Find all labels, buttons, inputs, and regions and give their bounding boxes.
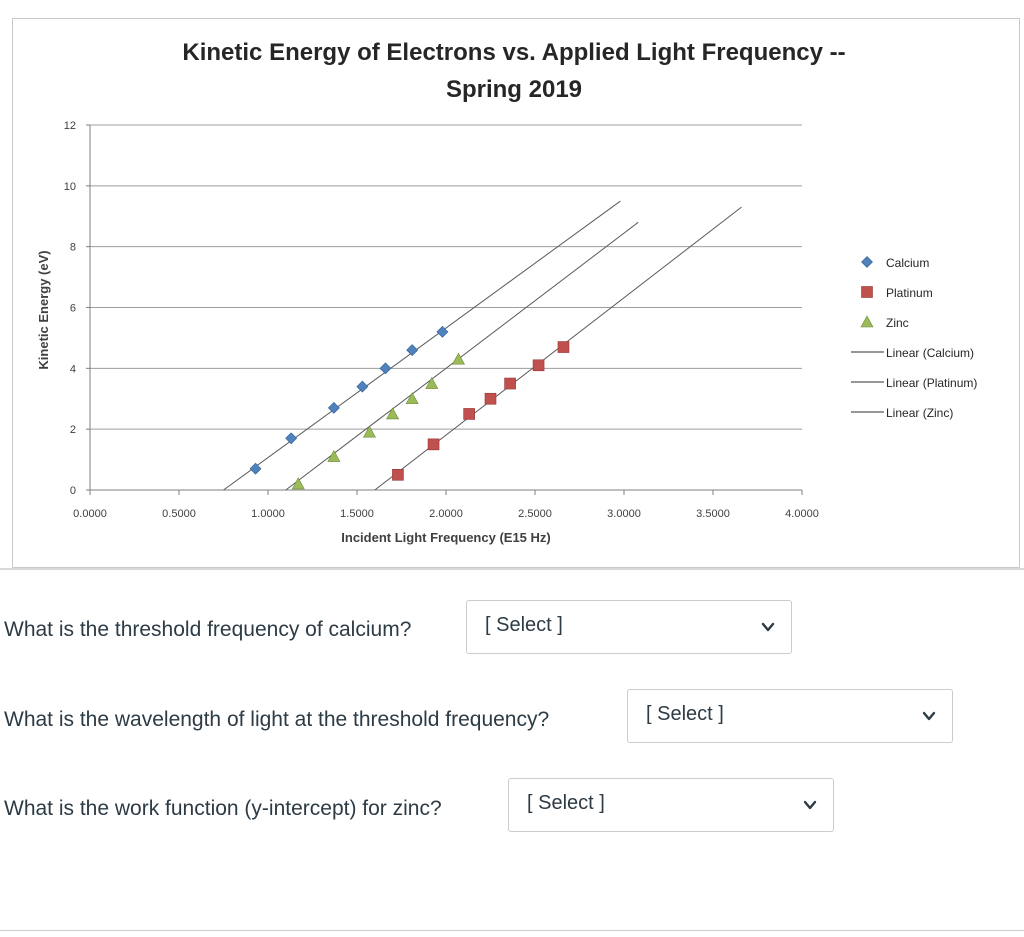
legend-marker: [861, 286, 873, 298]
legend-label: Linear (Zinc): [886, 406, 953, 420]
chevron-down-icon: [922, 711, 936, 721]
zinc-point: [362, 425, 376, 438]
zinc-point: [291, 477, 305, 490]
calcium-point: [356, 380, 369, 393]
zinc-point: [405, 392, 419, 405]
legend: Calcium Platinum Zinc Linear (Calcium) Linea…: [851, 256, 977, 420]
x-tick-label: 0.5000: [162, 508, 196, 520]
x-tick-label: 2.5000: [518, 508, 552, 520]
x-tick-label: 1.5000: [340, 508, 374, 520]
question-1-text: What is the threshold frequency of calci…: [4, 618, 412, 641]
data-points: [249, 325, 570, 490]
x-tick-label: 3.5000: [696, 508, 730, 520]
chart-frame: [12, 18, 1020, 568]
threshold-frequency-select[interactable]: [ Select ]: [466, 600, 792, 654]
y-axis-title: Kinetic Energy (eV): [36, 250, 51, 369]
calcium-point: [406, 344, 419, 357]
platinum-point: [557, 341, 570, 353]
axes: 0 2 4 6 8 10 12 0.0000 0.5000 1.0000 1.5000 2.0000 2…: [64, 120, 819, 520]
y-tick-label: 12: [64, 120, 76, 132]
y-tick-label: 2: [70, 424, 76, 436]
zinc-point: [451, 352, 465, 365]
x-tick-label: 4.0000: [785, 508, 819, 520]
gridlines: [90, 124, 802, 430]
x-tick-label: 1.0000: [251, 508, 285, 520]
chevron-down-icon: [803, 800, 817, 810]
legend-label: Linear (Calcium): [886, 346, 974, 360]
y-tick-label: 0: [70, 485, 76, 497]
calcium-point: [327, 401, 340, 414]
platinum-point: [392, 468, 404, 481]
chart-subtitle: Spring 2019: [446, 76, 582, 103]
trendline: [285, 221, 639, 491]
calcium-point: [379, 362, 392, 375]
x-tick-label: 2.0000: [429, 508, 463, 520]
chart: Kinetic Energy of Electrons vs. Applied …: [36, 39, 977, 545]
x-tick-label: 3.0000: [607, 508, 641, 520]
question-2-text: What is the wavelength of light at the t…: [4, 708, 550, 731]
bottom-divider: [0, 930, 1024, 931]
legend-label: Calcium: [886, 256, 929, 270]
x-tick-label: 0.0000: [73, 508, 107, 520]
y-tick-label: 10: [64, 181, 76, 193]
zinc-point: [327, 449, 341, 462]
calcium-point: [285, 432, 298, 445]
legend-label: Zinc: [886, 316, 909, 330]
calcium-point: [436, 325, 449, 338]
platinum-point: [484, 392, 497, 405]
select-placeholder: [ Select ]: [646, 703, 724, 725]
y-tick-label: 6: [70, 303, 76, 315]
zinc-point: [425, 376, 439, 389]
platinum-point: [504, 377, 516, 390]
chart-divider: [0, 568, 1024, 570]
x-axis-title: Incident Light Frequency (E15 Hz): [341, 530, 550, 545]
zinc-point: [386, 407, 400, 420]
platinum-point: [532, 359, 545, 372]
legend-label: Platinum: [886, 286, 933, 300]
platinum-point: [427, 438, 440, 451]
legend-label: Linear (Platinum): [886, 376, 977, 390]
wavelength-select[interactable]: [ Select ]: [627, 689, 953, 743]
platinum-point: [463, 408, 475, 420]
select-placeholder: [ Select ]: [527, 792, 605, 814]
legend-marker: [860, 315, 874, 328]
legend-marker: [861, 256, 873, 268]
question-3-text: What is the work function (y-intercept) …: [4, 797, 442, 820]
y-tick-label: 8: [70, 242, 76, 254]
chart-title: Kinetic Energy of Electrons vs. Applied …: [182, 39, 845, 66]
trendlines: [223, 200, 742, 491]
calcium-point: [249, 462, 262, 475]
y-tick-label: 4: [70, 363, 76, 375]
work-function-select[interactable]: [ Select ]: [508, 778, 834, 832]
select-placeholder: [ Select ]: [485, 614, 563, 636]
chevron-down-icon: [761, 622, 775, 632]
